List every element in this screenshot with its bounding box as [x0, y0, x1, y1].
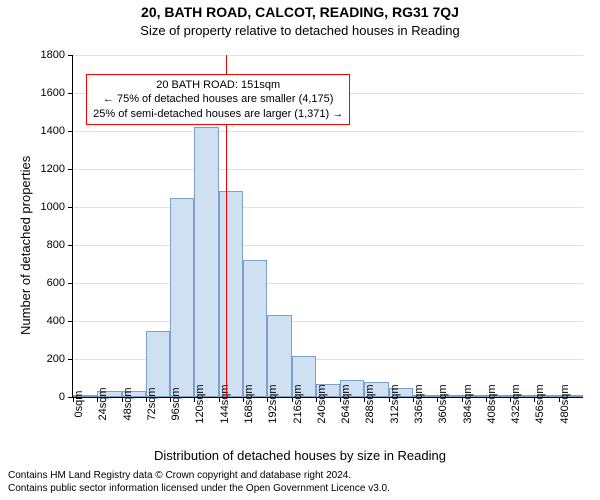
x-tick-label: 0sqm [73, 391, 85, 418]
x-tick-label: 432sqm [510, 384, 522, 423]
y-tick-label: 1600 [41, 87, 65, 99]
x-tick-label: 96sqm [170, 387, 182, 420]
x-tick-label: 264sqm [340, 384, 352, 423]
plot-inner: 0200400600800100012001400160018000sqm24s… [72, 55, 583, 398]
gridline [73, 169, 583, 170]
y-tick-label: 1800 [41, 49, 65, 61]
y-tick [68, 359, 73, 360]
gridline [73, 321, 583, 322]
x-tick-label: 408sqm [486, 384, 498, 423]
annotation-line: 25% of semi-detached houses are larger (… [93, 107, 343, 121]
y-tick-label: 800 [47, 239, 65, 251]
gridline [73, 55, 583, 56]
histogram-bar [219, 191, 243, 397]
x-tick-label: 240sqm [316, 384, 328, 423]
x-axis-label: Distribution of detached houses by size … [0, 448, 600, 463]
histogram-bar [194, 127, 218, 397]
x-tick-label: 336sqm [413, 384, 425, 423]
y-axis-label: Number of detached properties [18, 156, 33, 335]
x-tick-label: 312sqm [389, 384, 401, 423]
y-tick-label: 0 [59, 391, 65, 403]
x-tick-label: 216sqm [292, 384, 304, 423]
gridline [73, 283, 583, 284]
y-tick-label: 600 [47, 277, 65, 289]
histogram-bar [243, 260, 267, 397]
y-tick-label: 200 [47, 353, 65, 365]
x-tick-label: 72sqm [146, 387, 158, 420]
x-tick-label: 144sqm [219, 384, 231, 423]
y-tick-label: 400 [47, 315, 65, 327]
footnote-line-2: Contains public sector information licen… [8, 483, 390, 496]
chart-subtitle: Size of property relative to detached ho… [0, 23, 600, 38]
x-tick-label: 456sqm [534, 384, 546, 423]
y-tick [68, 321, 73, 322]
annotation-line: ← 75% of detached houses are smaller (4,… [93, 92, 343, 106]
y-tick [68, 283, 73, 284]
chart-container: 20, BATH ROAD, CALCOT, READING, RG31 7QJ… [0, 0, 600, 500]
y-tick-label: 1400 [41, 125, 65, 137]
y-tick [68, 55, 73, 56]
x-tick-label: 384sqm [462, 384, 474, 423]
y-tick [68, 93, 73, 94]
histogram-bar [170, 198, 194, 398]
x-tick-label: 168sqm [243, 384, 255, 423]
x-tick-label: 24sqm [97, 387, 109, 420]
chart-title: 20, BATH ROAD, CALCOT, READING, RG31 7QJ [0, 4, 600, 20]
x-tick-label: 480sqm [559, 384, 571, 423]
x-tick-label: 192sqm [267, 384, 279, 423]
annotation-line: 20 BATH ROAD: 151sqm [93, 78, 343, 92]
footnote: Contains HM Land Registry data © Crown c… [8, 470, 390, 495]
plot-area: 0200400600800100012001400160018000sqm24s… [72, 55, 582, 397]
y-tick-label: 1000 [41, 201, 65, 213]
x-tick-label: 48sqm [122, 387, 134, 420]
y-tick [68, 131, 73, 132]
footnote-line-1: Contains HM Land Registry data © Crown c… [8, 470, 390, 483]
y-tick [68, 169, 73, 170]
x-tick-label: 120sqm [194, 384, 206, 423]
annotation-box: 20 BATH ROAD: 151sqm← 75% of detached ho… [86, 74, 350, 125]
x-tick-label: 288sqm [364, 384, 376, 423]
gridline [73, 245, 583, 246]
gridline [73, 207, 583, 208]
y-tick [68, 207, 73, 208]
y-tick [68, 245, 73, 246]
x-tick-label: 360sqm [437, 384, 449, 423]
y-tick-label: 1200 [41, 163, 65, 175]
gridline [73, 131, 583, 132]
